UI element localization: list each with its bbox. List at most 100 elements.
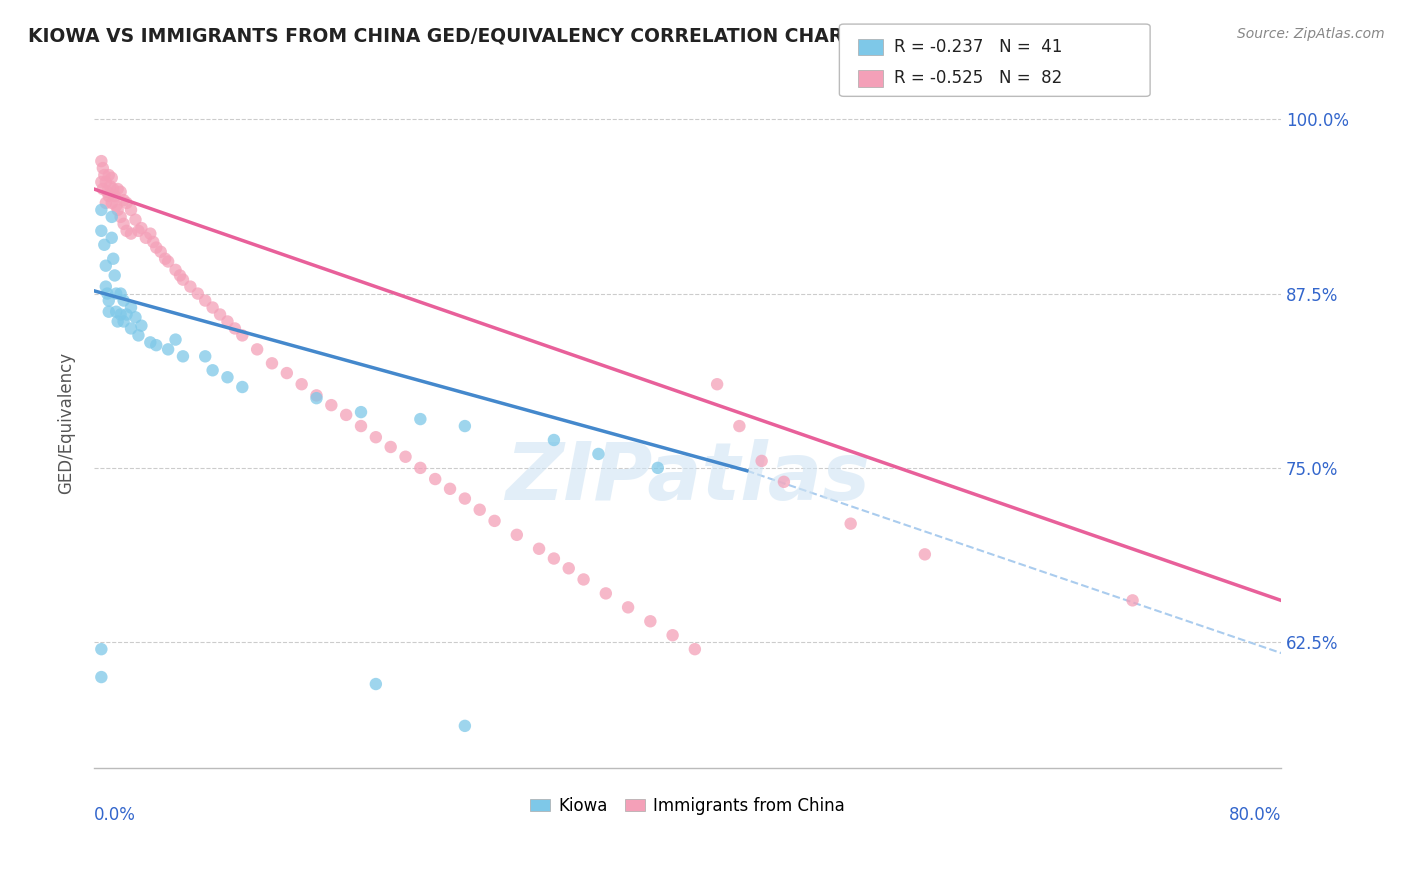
- Point: [617, 600, 640, 615]
- Point: [112, 314, 135, 328]
- Point: [112, 193, 135, 207]
- Point: [90, 154, 112, 169]
- Point: [112, 217, 135, 231]
- Text: Source: ZipAtlas.com: Source: ZipAtlas.com: [1237, 27, 1385, 41]
- Point: [98, 179, 121, 194]
- Point: [751, 454, 773, 468]
- Point: [145, 338, 167, 352]
- Legend: Kiowa, Immigrants from China: Kiowa, Immigrants from China: [523, 790, 852, 822]
- Point: [194, 349, 217, 363]
- Point: [120, 321, 142, 335]
- Point: [187, 286, 209, 301]
- Point: [91, 161, 114, 175]
- Point: [94, 259, 117, 273]
- Point: [107, 314, 129, 328]
- Point: [90, 670, 112, 684]
- Point: [127, 224, 149, 238]
- Point: [380, 440, 402, 454]
- Point: [105, 304, 128, 318]
- Point: [135, 231, 157, 245]
- Point: [468, 502, 491, 516]
- Point: [839, 516, 862, 531]
- Point: [454, 491, 477, 506]
- Point: [454, 719, 477, 733]
- Point: [350, 405, 373, 419]
- Point: [124, 212, 146, 227]
- Point: [94, 279, 117, 293]
- Point: [165, 333, 187, 347]
- Point: [321, 398, 343, 412]
- Point: [706, 377, 728, 392]
- Point: [291, 377, 314, 392]
- Point: [145, 241, 167, 255]
- Point: [543, 551, 565, 566]
- Point: [335, 408, 357, 422]
- Point: [103, 182, 125, 196]
- Point: [90, 202, 112, 217]
- Point: [104, 268, 127, 283]
- Point: [157, 343, 180, 357]
- Point: [90, 642, 112, 657]
- Point: [103, 252, 125, 266]
- Point: [139, 227, 162, 241]
- Y-axis label: GED/Equivalency: GED/Equivalency: [58, 351, 75, 493]
- Point: [647, 461, 669, 475]
- Point: [112, 293, 135, 308]
- Point: [100, 231, 122, 245]
- Point: [96, 185, 118, 199]
- Point: [157, 254, 180, 268]
- Point: [217, 370, 239, 384]
- Point: [640, 615, 662, 629]
- Point: [93, 237, 115, 252]
- Point: [94, 196, 117, 211]
- Point: [914, 547, 936, 561]
- Point: [97, 293, 120, 308]
- Point: [93, 168, 115, 182]
- Point: [94, 175, 117, 189]
- Point: [454, 419, 477, 434]
- Point: [107, 182, 129, 196]
- Point: [96, 286, 118, 301]
- Point: [484, 514, 506, 528]
- Text: 80.0%: 80.0%: [1229, 805, 1281, 823]
- Point: [120, 202, 142, 217]
- Point: [409, 412, 432, 426]
- Point: [773, 475, 796, 489]
- Point: [201, 363, 224, 377]
- Text: ZIPatlas: ZIPatlas: [505, 439, 870, 516]
- Text: R = -0.525   N =  82: R = -0.525 N = 82: [894, 70, 1063, 87]
- Point: [661, 628, 683, 642]
- Point: [120, 227, 142, 241]
- Point: [110, 210, 132, 224]
- Point: [231, 380, 253, 394]
- Point: [110, 308, 132, 322]
- Point: [588, 447, 610, 461]
- Point: [201, 301, 224, 315]
- Point: [115, 224, 138, 238]
- Point: [149, 244, 172, 259]
- Point: [1122, 593, 1144, 607]
- Point: [100, 170, 122, 185]
- Point: [305, 391, 328, 405]
- Point: [100, 196, 122, 211]
- Point: [120, 301, 142, 315]
- Point: [107, 202, 129, 217]
- Point: [572, 573, 595, 587]
- Point: [246, 343, 269, 357]
- Point: [364, 430, 387, 444]
- Point: [97, 168, 120, 182]
- Point: [115, 308, 138, 322]
- Point: [595, 586, 617, 600]
- Text: KIOWA VS IMMIGRANTS FROM CHINA GED/EQUIVALENCY CORRELATION CHART: KIOWA VS IMMIGRANTS FROM CHINA GED/EQUIV…: [28, 27, 855, 45]
- Point: [127, 328, 149, 343]
- Point: [90, 175, 112, 189]
- Point: [439, 482, 461, 496]
- Point: [104, 189, 127, 203]
- Point: [506, 528, 529, 542]
- Point: [527, 541, 550, 556]
- Point: [425, 472, 447, 486]
- Point: [194, 293, 217, 308]
- Point: [305, 388, 328, 402]
- Point: [169, 268, 191, 283]
- Point: [90, 224, 112, 238]
